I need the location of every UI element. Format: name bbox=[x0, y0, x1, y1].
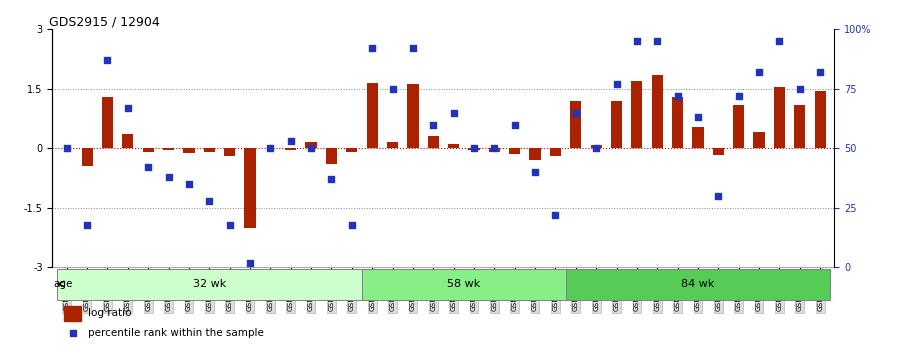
Text: 58 wk: 58 wk bbox=[447, 279, 481, 289]
Text: age: age bbox=[52, 279, 72, 289]
Bar bbox=[362, 269, 566, 300]
Text: log ratio: log ratio bbox=[88, 308, 131, 318]
Bar bbox=[204, 148, 214, 151]
Bar bbox=[407, 84, 418, 148]
Bar bbox=[122, 135, 133, 148]
Point bbox=[243, 260, 257, 265]
Point bbox=[731, 93, 746, 99]
Bar bbox=[81, 148, 92, 166]
Bar bbox=[326, 148, 337, 164]
Bar bbox=[529, 148, 540, 160]
Point bbox=[752, 69, 767, 75]
Point bbox=[589, 146, 604, 151]
Point bbox=[80, 222, 94, 227]
Bar bbox=[733, 105, 744, 148]
Point bbox=[324, 177, 338, 182]
Bar bbox=[387, 142, 398, 148]
Text: percentile rank within the sample: percentile rank within the sample bbox=[88, 328, 263, 338]
Bar bbox=[428, 136, 439, 148]
Bar bbox=[184, 148, 195, 153]
Bar bbox=[754, 132, 765, 148]
Bar bbox=[510, 148, 520, 154]
Bar bbox=[591, 145, 602, 148]
Bar bbox=[570, 101, 581, 148]
Bar bbox=[566, 269, 831, 300]
Point bbox=[120, 105, 135, 111]
Point bbox=[426, 122, 441, 127]
Point bbox=[405, 46, 420, 51]
Point bbox=[386, 86, 400, 91]
Point bbox=[365, 46, 379, 51]
Bar bbox=[448, 144, 459, 148]
Point bbox=[508, 122, 522, 127]
Bar bbox=[64, 306, 81, 321]
Point bbox=[487, 146, 501, 151]
Point bbox=[711, 193, 726, 199]
Bar bbox=[795, 105, 805, 148]
Point bbox=[345, 222, 359, 227]
Bar bbox=[143, 148, 154, 152]
Point bbox=[813, 69, 827, 75]
Point bbox=[568, 110, 583, 115]
Bar bbox=[550, 148, 561, 156]
Bar bbox=[347, 148, 357, 151]
Bar bbox=[285, 148, 296, 150]
Bar bbox=[692, 127, 703, 148]
Point bbox=[609, 81, 624, 87]
Point bbox=[671, 93, 685, 99]
Point bbox=[793, 86, 807, 91]
Bar bbox=[102, 97, 113, 148]
Bar bbox=[56, 269, 362, 300]
Bar bbox=[367, 83, 377, 148]
Point bbox=[182, 181, 196, 187]
Point bbox=[263, 146, 278, 151]
Point bbox=[60, 146, 74, 151]
Text: 32 wk: 32 wk bbox=[193, 279, 226, 289]
Text: 84 wk: 84 wk bbox=[681, 279, 715, 289]
Point bbox=[161, 174, 176, 180]
Point bbox=[283, 138, 298, 144]
Point bbox=[772, 39, 786, 44]
Point bbox=[141, 165, 156, 170]
Bar bbox=[306, 142, 317, 148]
Bar bbox=[814, 91, 825, 148]
Bar bbox=[163, 148, 174, 150]
Point bbox=[691, 115, 705, 120]
Bar bbox=[611, 101, 622, 148]
Point bbox=[467, 146, 481, 151]
Point bbox=[223, 222, 237, 227]
Bar bbox=[224, 148, 235, 156]
Point bbox=[630, 39, 644, 44]
Point bbox=[100, 58, 115, 63]
Bar bbox=[672, 97, 683, 148]
Bar bbox=[713, 148, 724, 156]
Bar bbox=[632, 81, 643, 148]
Bar bbox=[489, 148, 500, 151]
Point bbox=[548, 212, 563, 218]
Point bbox=[528, 169, 542, 175]
Point bbox=[446, 110, 461, 115]
Bar bbox=[469, 148, 480, 150]
Point bbox=[202, 198, 216, 204]
Bar bbox=[244, 148, 255, 228]
Bar bbox=[652, 75, 662, 148]
Text: GDS2915 / 12904: GDS2915 / 12904 bbox=[49, 15, 159, 28]
Point bbox=[650, 39, 664, 44]
Bar bbox=[774, 87, 785, 148]
Point bbox=[304, 146, 319, 151]
